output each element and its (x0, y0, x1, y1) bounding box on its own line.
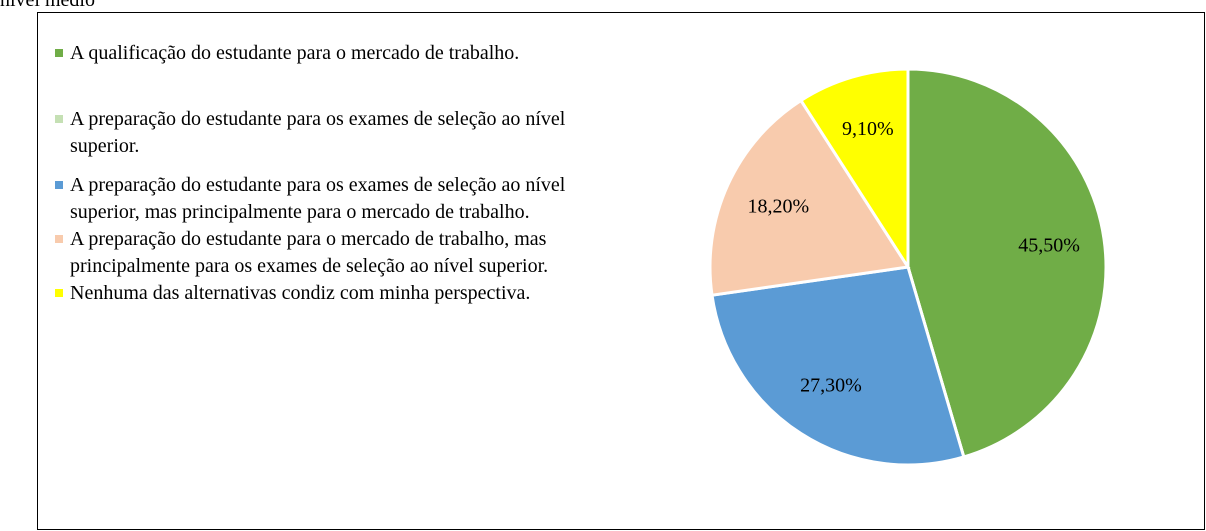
legend-label: A preparação do estudante para os exames… (70, 108, 566, 157)
legend-label: A qualificação do estudante para o merca… (70, 42, 520, 64)
legend-item: A preparação do estudante para os exames… (55, 172, 595, 226)
chart-title: nível médio (0, 0, 95, 11)
data-label: 9,10% (842, 118, 894, 140)
legend-item: Nenhuma das alternativas condiz com minh… (55, 280, 595, 307)
legend-label: A preparação do estudante para os exames… (70, 174, 566, 223)
data-label: 18,20% (747, 195, 809, 217)
pie-slice (906, 67, 1108, 459)
legend-item: A qualificação do estudante para o merca… (55, 40, 595, 67)
legend-item: A preparação do estudante para o mercado… (55, 226, 595, 280)
chart-frame (37, 12, 1205, 530)
legend-swatch (55, 181, 63, 189)
legend-swatch (55, 235, 63, 243)
pie-slice (710, 265, 966, 467)
legend: A qualificação do estudante para o merca… (55, 40, 595, 307)
legend-label: Nenhuma das alternativas condiz com minh… (70, 282, 531, 304)
legend-item: A preparação do estudante para os exames… (55, 106, 595, 160)
pie-slice (708, 98, 911, 297)
pie-slice (798, 67, 910, 273)
data-label: 45,50% (1018, 234, 1080, 256)
data-label: 27,30% (800, 375, 862, 397)
legend-swatch (55, 115, 63, 123)
legend-swatch (55, 289, 63, 297)
legend-swatch (55, 49, 63, 57)
legend-label: A preparação do estudante para o mercado… (70, 228, 549, 277)
